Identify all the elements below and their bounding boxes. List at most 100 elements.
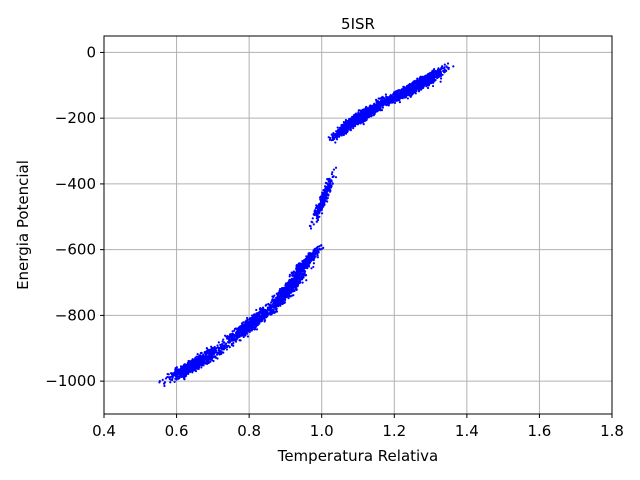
data-point	[328, 178, 331, 181]
data-point	[303, 262, 307, 265]
data-point	[273, 294, 276, 297]
data-point	[257, 322, 260, 325]
data-point	[351, 120, 354, 123]
data-point	[407, 84, 410, 87]
data-point	[327, 183, 331, 186]
data-point	[301, 281, 304, 284]
data-point	[307, 262, 311, 265]
data-point	[163, 382, 166, 385]
data-point	[248, 322, 251, 325]
data-point	[426, 82, 430, 85]
data-point	[309, 252, 312, 255]
data-point	[305, 279, 308, 282]
data-point	[232, 341, 235, 345]
data-point	[452, 65, 455, 68]
data-point	[310, 267, 313, 270]
data-point	[230, 343, 234, 347]
data-point	[298, 281, 301, 285]
data-point	[178, 370, 181, 373]
data-point	[191, 368, 195, 372]
data-point	[416, 85, 419, 88]
data-point	[391, 97, 394, 100]
data-point	[344, 127, 347, 130]
data-point	[290, 271, 293, 274]
data-point	[364, 107, 367, 111]
data-point	[316, 253, 319, 257]
y-axis-label: Energia Potencial	[14, 160, 32, 290]
data-point	[443, 67, 446, 71]
data-point	[413, 89, 416, 92]
data-point	[301, 260, 305, 264]
data-point	[427, 74, 430, 77]
data-point	[293, 285, 296, 288]
data-point	[286, 281, 289, 285]
data-point	[196, 352, 199, 356]
y-tick-label: −200	[55, 109, 96, 127]
data-point	[204, 358, 207, 361]
data-point	[273, 311, 276, 314]
data-point	[439, 77, 443, 80]
data-point	[307, 265, 311, 268]
data-point	[292, 271, 295, 275]
data-point	[373, 110, 376, 113]
data-point	[295, 268, 298, 271]
data-point	[198, 356, 201, 359]
data-point	[175, 366, 178, 369]
data-point	[331, 135, 334, 139]
data-point	[255, 316, 258, 319]
data-point	[198, 361, 201, 364]
data-point	[392, 101, 395, 104]
data-point	[221, 351, 224, 354]
data-point	[385, 100, 389, 103]
data-point	[295, 277, 298, 281]
data-point	[232, 334, 235, 337]
data-point	[226, 335, 229, 338]
data-point	[429, 75, 433, 78]
data-point	[320, 244, 323, 247]
data-point	[314, 247, 317, 250]
data-point	[276, 300, 279, 303]
data-point	[410, 94, 413, 97]
data-point	[208, 354, 211, 357]
data-point	[255, 308, 258, 312]
data-point	[447, 66, 450, 69]
data-point	[357, 120, 360, 123]
data-point	[307, 253, 310, 256]
data-point	[242, 321, 245, 324]
data-point	[202, 361, 205, 365]
data-point	[225, 348, 229, 351]
data-point	[341, 128, 344, 131]
data-point	[428, 83, 431, 86]
data-point	[194, 364, 197, 367]
data-point	[419, 83, 422, 86]
data-point	[372, 113, 375, 117]
data-point	[312, 265, 315, 269]
data-point	[287, 280, 291, 283]
data-point	[377, 101, 380, 104]
data-point	[330, 173, 334, 176]
data-point	[266, 307, 270, 310]
data-point	[288, 273, 292, 276]
data-point	[237, 330, 241, 333]
data-point	[296, 279, 299, 282]
data-point	[221, 340, 224, 343]
chart-title: 5ISR	[341, 15, 375, 33]
data-point	[242, 335, 245, 339]
data-point	[316, 251, 319, 254]
data-point	[166, 372, 169, 376]
data-point	[189, 363, 192, 366]
data-point	[328, 181, 331, 184]
data-point	[239, 334, 242, 337]
data-point	[259, 307, 262, 310]
data-point	[393, 91, 396, 94]
data-point	[387, 104, 390, 107]
data-point	[241, 334, 244, 337]
data-point	[180, 366, 183, 369]
data-point	[161, 378, 164, 381]
x-tick-label: 1.0	[310, 422, 334, 440]
data-point	[349, 118, 352, 121]
data-point	[202, 353, 205, 356]
data-point	[303, 272, 306, 275]
data-point	[174, 368, 177, 371]
data-point	[305, 255, 309, 258]
